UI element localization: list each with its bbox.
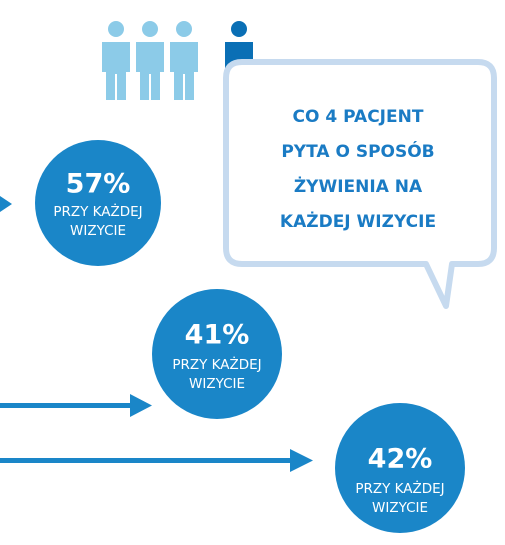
stat-label: PRZY KAŻDEJ — [172, 355, 261, 373]
arrow — [0, 394, 152, 417]
stat-value: 57% — [66, 169, 131, 200]
callout-line: ŻYWIENIA NA — [294, 175, 423, 197]
stat-circle: 42% PRZY KAŻDEJ WIZYCIE — [335, 403, 465, 533]
stat-label: PRZY KAŻDEJ — [53, 202, 142, 220]
callout-line: KAŻDEJ WIZYCIE — [280, 210, 436, 232]
callout-line: PYTA O SPOSÓB — [281, 140, 434, 162]
stat-label: WIZYCIE — [189, 376, 245, 392]
stat-value: 41% — [185, 320, 250, 351]
callout-line: CO 4 PACJENT — [293, 107, 424, 127]
arrow — [0, 449, 313, 472]
stat-value: 42% — [368, 444, 433, 475]
stat-label: WIZYCIE — [372, 500, 428, 516]
speech-bubble — [223, 59, 497, 309]
arrow — [0, 196, 12, 212]
stat-circle: 57% PRZY KAŻDEJ WIZYCIE — [35, 140, 161, 266]
stat-label: PRZY KAŻDEJ — [355, 479, 444, 497]
stat-circle: 41% PRZY KAŻDEJ WIZYCIE — [152, 289, 282, 419]
stat-label: WIZYCIE — [70, 223, 126, 239]
